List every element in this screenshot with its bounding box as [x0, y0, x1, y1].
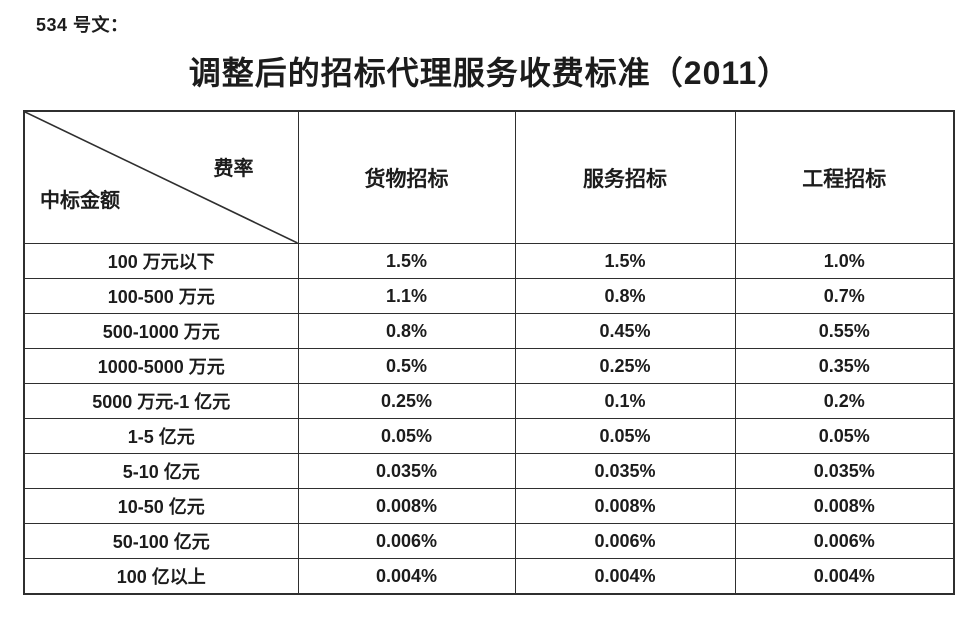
corner-label-rate: 费率 — [213, 158, 254, 180]
table-row: 500-1000 万元 0.8% 0.45% 0.55% — [23, 313, 955, 349]
amount-cell: 500-1000 万元 — [23, 313, 299, 349]
table-row: 50-100 亿元 0.006% 0.006% 0.006% — [23, 523, 955, 559]
rate-cell: 1.5% — [514, 243, 736, 279]
column-header-goods: 货物招标 — [297, 110, 516, 244]
column-header-engineering: 工程招标 — [734, 110, 955, 244]
rate-cell: 0.006% — [514, 523, 736, 559]
rate-cell: 0.006% — [734, 523, 955, 559]
rate-cell: 0.004% — [297, 558, 516, 595]
diagonal-header-cell: 费率 中标金额 — [23, 110, 299, 244]
rate-cell: 0.45% — [514, 313, 736, 349]
table-row: 1000-5000 万元 0.5% 0.25% 0.35% — [23, 348, 955, 384]
rate-cell: 1.0% — [734, 243, 955, 279]
rate-cell: 0.004% — [734, 558, 955, 595]
page-title: 调整后的招标代理服务收费标准（2011） — [188, 55, 791, 91]
rate-cell: 0.05% — [514, 418, 736, 454]
rate-cell: 0.1% — [514, 383, 736, 419]
corner-label-amount: 中标金额 — [40, 190, 120, 212]
rate-cell: 0.55% — [734, 313, 955, 349]
rate-cell: 0.004% — [514, 558, 736, 595]
rate-cell: 0.05% — [297, 418, 516, 454]
table-row: 5000 万元-1 亿元 0.25% 0.1% 0.2% — [23, 383, 955, 419]
table-row: 5-10 亿元 0.035% 0.035% 0.035% — [23, 453, 955, 489]
rate-cell: 0.25% — [514, 348, 736, 384]
amount-cell: 5000 万元-1 亿元 — [23, 383, 299, 419]
rate-cell: 0.35% — [734, 348, 955, 384]
rate-cell: 0.25% — [297, 383, 516, 419]
amount-cell: 1000-5000 万元 — [23, 348, 299, 384]
rate-cell: 0.7% — [734, 278, 955, 314]
rate-cell: 0.2% — [734, 383, 955, 419]
rate-cell: 0.8% — [297, 313, 516, 349]
table-row: 100-500 万元 1.1% 0.8% 0.7% — [23, 278, 955, 314]
rate-cell: 0.008% — [514, 488, 736, 524]
rate-cell: 0.008% — [734, 488, 955, 524]
document-number-label: 534 号文： — [36, 15, 129, 35]
table-row: 100 亿以上 0.004% 0.004% 0.004% — [23, 558, 955, 595]
rate-cell: 0.5% — [297, 348, 516, 384]
amount-cell: 10-50 亿元 — [23, 488, 299, 524]
amount-cell: 50-100 亿元 — [23, 523, 299, 559]
rate-cell: 0.035% — [734, 453, 955, 489]
rate-cell: 0.035% — [514, 453, 736, 489]
diagonal-line — [25, 112, 297, 243]
rate-cell: 0.008% — [297, 488, 516, 524]
fee-rate-table: 费率 中标金额 货物招标 服务招标 工程招标 100 万元以下 1.5% 1.5… — [23, 110, 955, 595]
rate-cell: 1.1% — [297, 278, 516, 314]
rate-cell: 0.006% — [297, 523, 516, 559]
column-header-service: 服务招标 — [514, 110, 736, 244]
rate-cell: 1.5% — [297, 243, 516, 279]
amount-cell: 5-10 亿元 — [23, 453, 299, 489]
amount-cell: 100 亿以上 — [23, 558, 299, 595]
amount-cell: 100 万元以下 — [23, 243, 299, 279]
rate-cell: 0.8% — [514, 278, 736, 314]
table-row: 100 万元以下 1.5% 1.5% 1.0% — [23, 243, 955, 279]
amount-cell: 1-5 亿元 — [23, 418, 299, 454]
table-row: 1-5 亿元 0.05% 0.05% 0.05% — [23, 418, 955, 454]
table-row: 10-50 亿元 0.008% 0.008% 0.008% — [23, 488, 955, 524]
table-header-row: 费率 中标金额 货物招标 服务招标 工程招标 — [23, 110, 955, 244]
rate-cell: 0.05% — [734, 418, 955, 454]
amount-cell: 100-500 万元 — [23, 278, 299, 314]
rate-cell: 0.035% — [297, 453, 516, 489]
